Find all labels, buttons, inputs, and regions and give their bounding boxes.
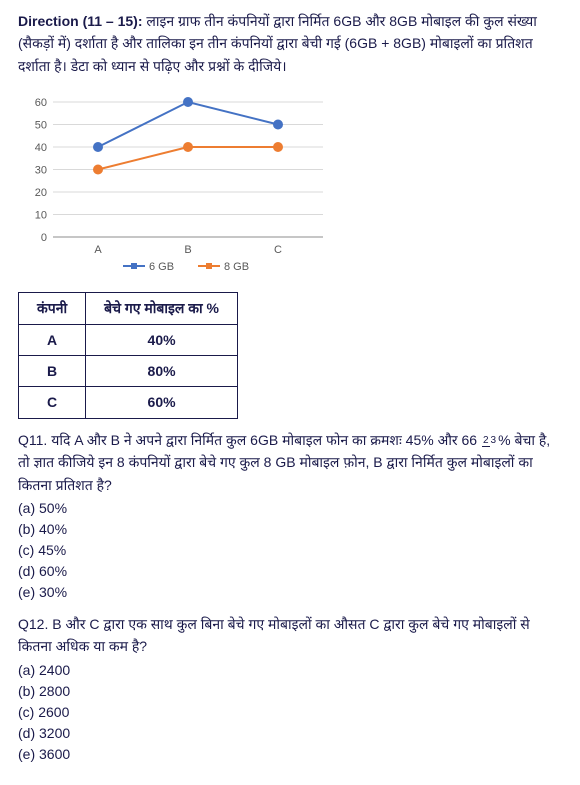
svg-text:30: 30 xyxy=(35,165,47,177)
svg-text:10: 10 xyxy=(35,210,47,222)
svg-text:A: A xyxy=(94,244,102,256)
option: (c) 45% xyxy=(18,540,562,561)
table-header: बेचे गए मोबाइल का % xyxy=(86,293,238,324)
option: (b) 2800 xyxy=(18,681,562,702)
table-cell: A xyxy=(19,324,86,355)
svg-text:50: 50 xyxy=(35,120,47,132)
option: (e) 3600 xyxy=(18,744,562,765)
table-cell: 60% xyxy=(86,387,238,418)
question-text: Q12. B और C द्वारा एक साथ कुल बिना बेचे … xyxy=(18,613,562,658)
option: (d) 3200 xyxy=(18,723,562,744)
svg-text:6 GB: 6 GB xyxy=(149,261,174,273)
table-header: कंपनी xyxy=(19,293,86,324)
fraction: 23 xyxy=(482,436,497,446)
option: (d) 60% xyxy=(18,561,562,582)
q11-text-part1: Q11. यदि A और B ने अपने द्वारा निर्मित क… xyxy=(18,432,481,448)
svg-text:40: 40 xyxy=(35,142,47,154)
options-list: (a) 50% (b) 40% (c) 45% (d) 60% (e) 30% xyxy=(18,498,562,603)
option: (a) 50% xyxy=(18,498,562,519)
table-cell: 40% xyxy=(86,324,238,355)
direction-block: Direction (11 – 15): लाइन ग्राफ तीन कंपन… xyxy=(18,10,562,77)
question-text: Q11. यदि A और B ने अपने द्वारा निर्मित क… xyxy=(18,429,562,496)
option: (b) 40% xyxy=(18,519,562,540)
option: (a) 2400 xyxy=(18,660,562,681)
fraction-num: 2 xyxy=(482,435,490,447)
line-chart: 0 10 20 30 40 50 60 A B C 6 GB 8 GB xyxy=(18,89,338,284)
option: (e) 30% xyxy=(18,582,562,603)
table-cell: 80% xyxy=(86,355,238,386)
direction-label: Direction (11 – 15): xyxy=(18,13,143,29)
svg-text:B: B xyxy=(184,244,191,256)
option: (c) 2600 xyxy=(18,702,562,723)
table-cell: C xyxy=(19,387,86,418)
svg-text:C: C xyxy=(274,244,282,256)
svg-text:60: 60 xyxy=(35,97,47,109)
chart-svg: 0 10 20 30 40 50 60 A B C 6 GB 8 GB xyxy=(23,94,333,279)
svg-text:20: 20 xyxy=(35,187,47,199)
svg-text:0: 0 xyxy=(41,232,47,244)
svg-text:8 GB: 8 GB xyxy=(224,261,249,273)
fraction-den: 3 xyxy=(490,435,498,446)
table-cell: B xyxy=(19,355,86,386)
question-12: Q12. B और C द्वारा एक साथ कुल बिना बेचे … xyxy=(18,613,562,765)
options-list: (a) 2400 (b) 2800 (c) 2600 (d) 3200 (e) … xyxy=(18,660,562,765)
question-11: Q11. यदि A और B ने अपने द्वारा निर्मित क… xyxy=(18,429,562,603)
data-table: कंपनी बेचे गए मोबाइल का % A40%B80%C60% xyxy=(18,292,238,419)
